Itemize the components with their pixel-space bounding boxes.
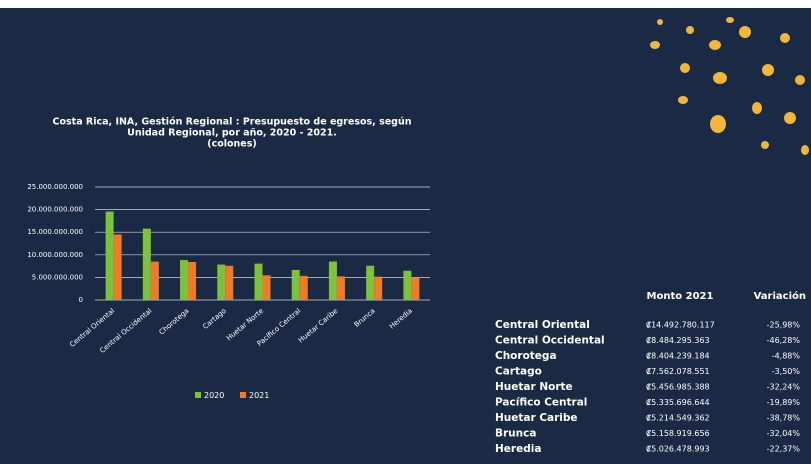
row-variation: -46,28% — [767, 336, 801, 345]
row-variation: -19,89% — [767, 398, 801, 407]
bar — [225, 265, 234, 300]
row-variation: -32,04% — [767, 429, 801, 438]
row-name: Central Occidental — [495, 335, 605, 347]
bar — [403, 270, 412, 300]
row-variation: -22,37% — [767, 445, 801, 454]
bar — [291, 269, 300, 300]
bar — [113, 234, 122, 300]
bar — [262, 275, 271, 300]
row-amount: ₡14.492.780.117 — [646, 321, 715, 330]
bar — [411, 277, 420, 300]
legend-label: 2020 — [204, 391, 224, 400]
y-tick-label: 10.000.000.000 — [27, 251, 83, 259]
bar — [105, 211, 114, 300]
row-amount: ₡8.404.239.184 — [646, 352, 710, 361]
row-variation: -32,24% — [767, 383, 801, 392]
y-tick-label: 5.000.000.000 — [32, 273, 83, 281]
row-variation: -38,78% — [767, 414, 801, 423]
bar — [299, 275, 308, 300]
row-name: Chorotega — [495, 350, 557, 362]
y-tick-label: 20.000.000.000 — [27, 206, 83, 214]
y-tick-label: 0 — [79, 296, 83, 304]
chart-title: (colones) — [207, 139, 257, 150]
bar — [374, 276, 383, 300]
row-name: Cartago — [495, 366, 542, 378]
row-name: Huetar Norte — [495, 381, 573, 393]
row-amount: ₡5.158.919.656 — [646, 429, 710, 438]
bar — [150, 261, 159, 300]
decor-dots — [650, 17, 809, 155]
bar — [328, 261, 337, 300]
chart-title: Costa Rica, INA, Gestión Regional : Pres… — [53, 117, 412, 128]
legend-label: 2021 — [249, 391, 269, 400]
bar — [254, 263, 263, 300]
row-amount: ₡8.484.295.363 — [646, 336, 710, 345]
row-amount: ₡5.214.549.362 — [646, 414, 710, 423]
bar — [142, 228, 151, 300]
chart-title: Unidad Regional, por año, 2020 - 2021. — [127, 128, 337, 139]
bar — [217, 264, 226, 300]
y-tick-label: 25.000.000.000 — [27, 183, 83, 191]
table-header: Monto 2021 — [647, 291, 714, 302]
y-tick-label: 15.000.000.000 — [27, 228, 83, 236]
table-header: Variación — [754, 290, 806, 302]
row-name: Heredia — [495, 443, 541, 455]
row-name: Brunca — [495, 428, 536, 440]
row-amount: ₡5.456.985.388 — [646, 383, 710, 392]
slide-background — [0, 8, 811, 464]
row-name: Huetar Caribe — [495, 412, 578, 424]
row-name: Pacífico Central — [495, 397, 587, 409]
row-variation: -4,88% — [772, 352, 801, 361]
row-name: Central Oriental — [495, 319, 590, 331]
bar — [366, 265, 375, 300]
bar — [180, 260, 189, 300]
row-variation: -3,50% — [772, 367, 801, 376]
legend-swatch — [195, 392, 201, 398]
row-amount: ₡5.026.478.993 — [646, 445, 710, 454]
bar — [188, 262, 197, 300]
bar — [336, 276, 345, 300]
row-amount: ₡7.562.078.551 — [646, 367, 710, 376]
row-amount: ₡5.335.696.644 — [646, 398, 710, 407]
legend-swatch — [240, 392, 246, 398]
row-variation: -25,98% — [767, 321, 801, 330]
